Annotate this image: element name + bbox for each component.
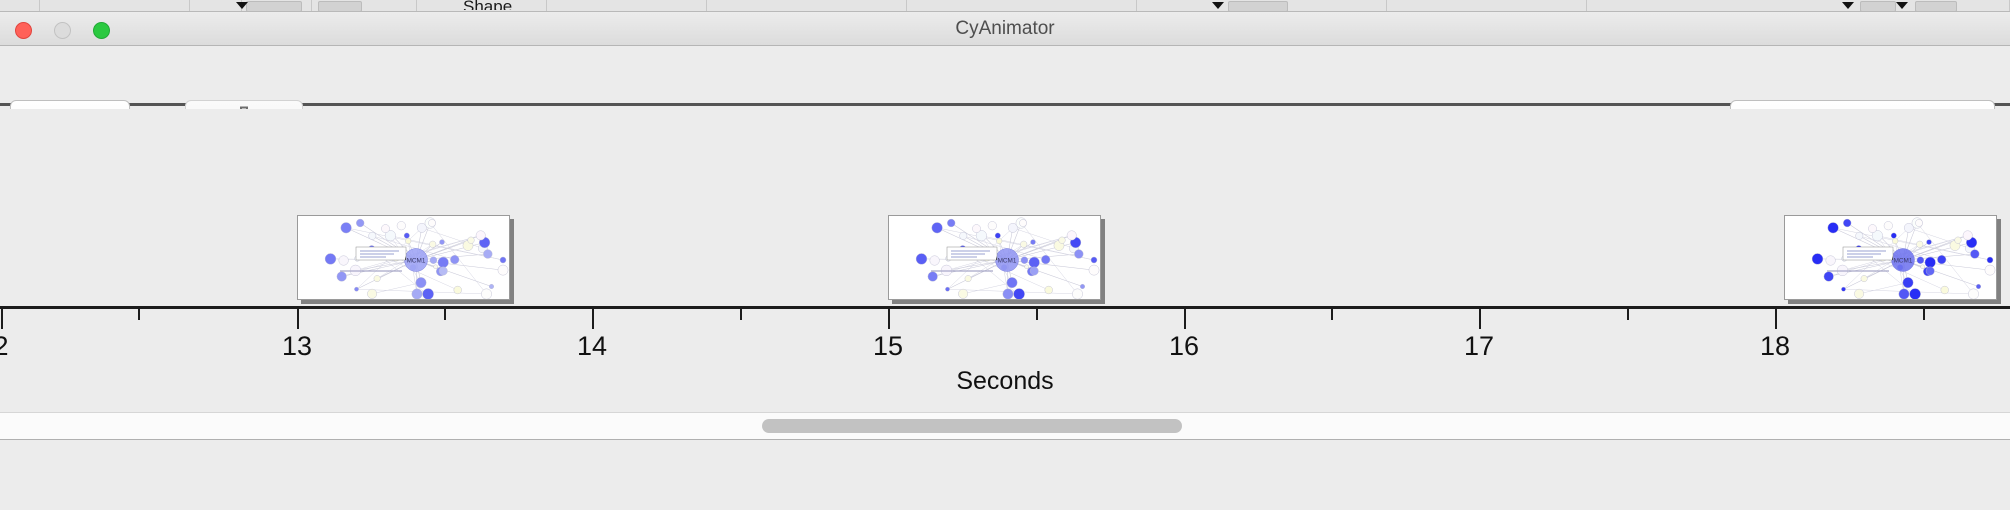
axis-title: Seconds (956, 367, 1054, 395)
title-bar: CyAnimator (0, 12, 2010, 46)
axis-tick-label: 2 (0, 331, 9, 361)
background-window-segment (547, 0, 707, 11)
axis-tick-minor (1923, 309, 1925, 320)
page-title: CyAnimator (955, 18, 1055, 39)
axis-tick-major (888, 309, 890, 329)
timeline-axis: 2 13 14 15 16 17 18 Seconds (0, 306, 2010, 412)
axis-tick-minor (138, 309, 140, 320)
axis-tick-label: 14 (576, 331, 608, 361)
axis-tick-minor (1331, 309, 1333, 320)
background-window-segment (417, 0, 547, 11)
background-window-segment (312, 0, 417, 11)
axis-tick-major (1, 309, 3, 329)
background-window-chip (318, 1, 362, 11)
maximize-button[interactable] (93, 22, 110, 39)
svg-text:MCM1: MCM1 (407, 258, 426, 265)
axis-tick-major (592, 309, 594, 329)
axis-tick-label: 17 (1463, 331, 1495, 361)
timeline-frame-strip[interactable]: MCM1 MCM1 MCM1 (0, 109, 2010, 306)
axis-tick-major (1479, 309, 1481, 329)
chevron-down-icon (1842, 2, 1854, 9)
background-window-chip (1228, 1, 1288, 11)
minimize-button[interactable] (54, 22, 71, 39)
timeline-frame-thumbnail[interactable]: MCM1 (1784, 215, 1997, 300)
background-window-chip (1860, 1, 1896, 11)
axis-tick-label: 15 (872, 331, 904, 361)
playback-control-bar: ⟳ Animation Speed: (0, 441, 2010, 510)
background-window-chip (246, 1, 302, 11)
svg-text:MCM1: MCM1 (998, 258, 1017, 265)
timeline-frame-thumbnail[interactable]: MCM1 (297, 215, 510, 300)
background-window-label: Shape (463, 0, 513, 10)
axis-tick-label: 13 (281, 331, 313, 361)
background-window-segment (190, 0, 242, 11)
background-window-chip (1915, 1, 1957, 11)
toolbar: + Clear All Frames (0, 46, 2010, 142)
background-window-segment (1387, 0, 1587, 11)
close-button[interactable] (15, 22, 32, 39)
axis-tick-major (1184, 309, 1186, 329)
axis-tick-minor (444, 309, 446, 320)
chevron-down-icon (1896, 2, 1908, 9)
axis-tick-major (297, 309, 299, 329)
axis-tick-label: 18 (1759, 331, 1791, 361)
background-window-segment (40, 0, 190, 11)
chevron-down-icon (1212, 2, 1224, 9)
background-window-segment (0, 0, 40, 11)
axis-tick-minor (740, 309, 742, 320)
chevron-down-icon (236, 2, 248, 9)
background-window-segment (707, 0, 907, 11)
background-window-strip: Shape (0, 0, 2010, 12)
axis-tick-major (1775, 309, 1777, 329)
horizontal-scrollbar-thumb[interactable] (762, 419, 1182, 433)
axis-tick-label: 16 (1168, 331, 1200, 361)
background-window-segment (907, 0, 1137, 11)
axis-tick-minor (1036, 309, 1038, 320)
timeline-frame-thumbnail[interactable]: MCM1 (888, 215, 1101, 300)
svg-text:MCM1: MCM1 (1894, 258, 1913, 265)
axis-tick-minor (1627, 309, 1629, 320)
axis-line (0, 306, 2010, 309)
